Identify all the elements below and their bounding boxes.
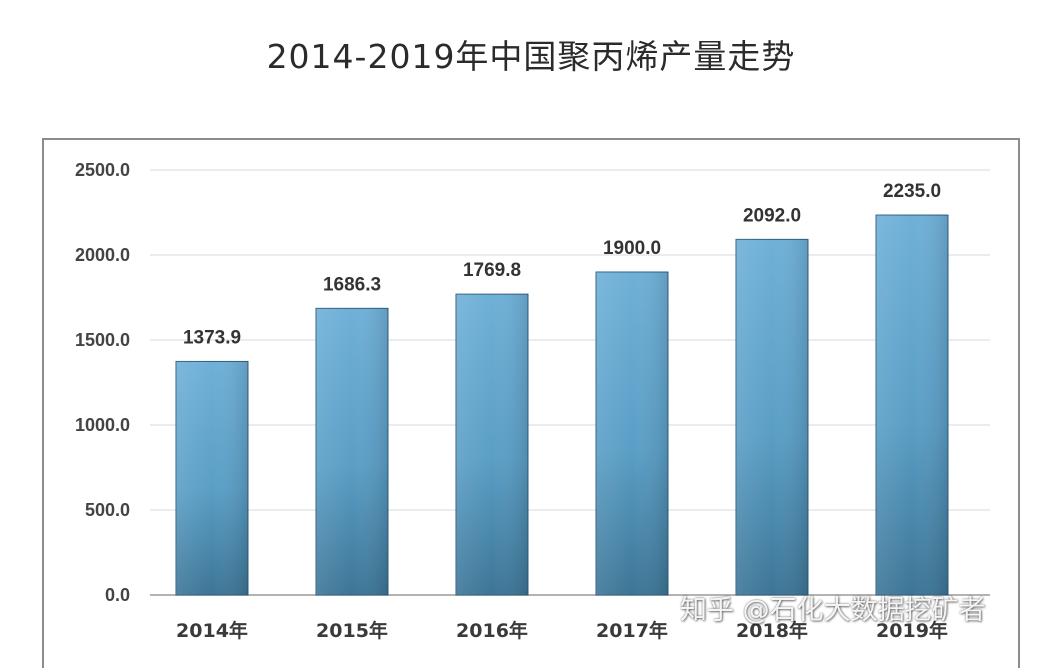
bar-value-label: 1686.3 <box>323 274 381 295</box>
watermark-text: 知乎 @石化大数据挖矿者 <box>680 595 986 626</box>
bar <box>595 271 669 596</box>
y-tick-label: 2000.0 <box>75 245 130 265</box>
x-tick-label: 2017年 <box>596 619 668 642</box>
gridlines <box>150 169 990 596</box>
x-axis-tick-labels: 2014年 2015年 2016年 2017年 2018年 2019年 <box>176 619 948 642</box>
x-tick-label: 2018年 <box>736 619 808 642</box>
bar <box>455 293 529 596</box>
bar <box>875 214 949 596</box>
y-tick-label: 1500.0 <box>75 330 130 350</box>
y-tick-label: 0.0 <box>105 585 130 605</box>
y-tick-label: 1000.0 <box>75 415 130 435</box>
x-tick-label: 2014年 <box>176 619 248 642</box>
bar-value-label: 1900.0 <box>603 238 661 259</box>
chart-title: 2014-2019年中国聚丙烯产量走势 <box>266 37 796 76</box>
bar-value-label: 1769.8 <box>463 260 521 281</box>
bar <box>315 307 389 596</box>
bar-value-label: 1373.9 <box>183 327 241 348</box>
y-axis-tick-labels: 0.0 500.0 1000.0 1500.0 2000.0 2500.0 <box>75 160 130 605</box>
data-labels: 1373.9 1686.3 1769.8 1900.0 2092.0 2235.0 <box>183 181 941 348</box>
x-tick-label: 2015年 <box>316 619 388 642</box>
x-tick-label: 2016年 <box>456 619 528 642</box>
y-tick-label: 500.0 <box>85 500 130 520</box>
x-tick-label: 2019年 <box>876 619 948 642</box>
bar-value-label: 2235.0 <box>883 181 941 202</box>
bars <box>175 214 949 596</box>
bar <box>175 360 249 596</box>
bar <box>735 238 809 596</box>
y-tick-label: 2500.0 <box>75 160 130 180</box>
bar-value-label: 2092.0 <box>743 205 801 226</box>
